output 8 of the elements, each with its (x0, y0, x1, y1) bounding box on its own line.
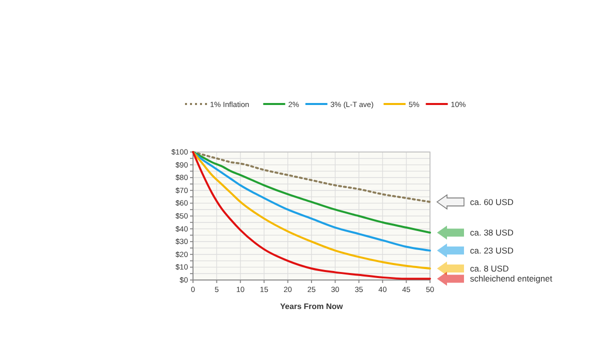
x-axis-title: Years From Now (280, 302, 344, 311)
line-series (192, 151, 431, 203)
text: ca. 60 USD (470, 196, 514, 207)
text: ca. 8 USD (470, 263, 509, 274)
line-series (192, 151, 431, 234)
text: ca. 23 USD (470, 246, 514, 256)
text: ca. 38 USD (470, 228, 514, 238)
text: schleichend enteignet (470, 274, 553, 284)
